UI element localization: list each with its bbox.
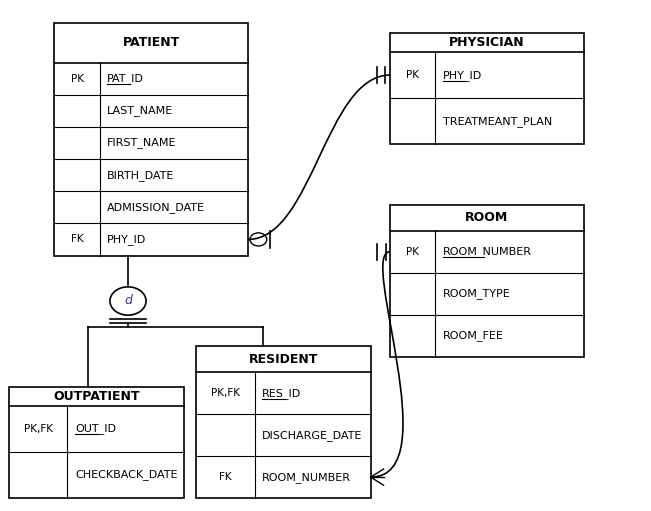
Bar bbox=[197, 346, 370, 498]
Text: ROOM_FEE: ROOM_FEE bbox=[443, 330, 504, 341]
Text: PK,FK: PK,FK bbox=[24, 424, 53, 434]
Text: RES_ID: RES_ID bbox=[262, 388, 301, 399]
Text: PHY_ID: PHY_ID bbox=[107, 234, 146, 245]
Text: OUTPATIENT: OUTPATIENT bbox=[53, 390, 139, 403]
Bar bbox=[55, 23, 248, 256]
Text: ROOM_NUMBER: ROOM_NUMBER bbox=[262, 472, 352, 482]
Text: d: d bbox=[124, 294, 132, 308]
Text: DISCHARGE_DATE: DISCHARGE_DATE bbox=[262, 430, 363, 440]
Bar bbox=[9, 387, 184, 498]
Text: BIRTH_DATE: BIRTH_DATE bbox=[107, 170, 174, 180]
Text: PK: PK bbox=[406, 70, 419, 80]
Text: ROOM_TYPE: ROOM_TYPE bbox=[443, 288, 511, 299]
Text: FK: FK bbox=[219, 472, 232, 482]
Text: PK: PK bbox=[406, 247, 419, 257]
Text: PHYSICIAN: PHYSICIAN bbox=[449, 36, 525, 49]
Text: ROOM_NUMBER: ROOM_NUMBER bbox=[443, 246, 532, 257]
Bar bbox=[390, 205, 584, 357]
Text: PK: PK bbox=[70, 74, 83, 84]
Text: TREATMEANT_PLAN: TREATMEANT_PLAN bbox=[443, 116, 552, 127]
Text: FK: FK bbox=[71, 235, 83, 244]
Text: ROOM: ROOM bbox=[465, 212, 508, 224]
Text: FIRST_NAME: FIRST_NAME bbox=[107, 137, 177, 148]
Text: RESIDENT: RESIDENT bbox=[249, 353, 318, 366]
Text: PATIENT: PATIENT bbox=[122, 36, 180, 49]
Text: PHY_ID: PHY_ID bbox=[443, 69, 482, 81]
Text: ADMISSION_DATE: ADMISSION_DATE bbox=[107, 202, 205, 213]
Text: OUT_ID: OUT_ID bbox=[75, 424, 116, 434]
Text: LAST_NAME: LAST_NAME bbox=[107, 105, 174, 116]
Text: PAT_ID: PAT_ID bbox=[107, 73, 145, 84]
Text: PK,FK: PK,FK bbox=[211, 388, 240, 398]
Bar bbox=[390, 33, 584, 144]
Text: CHECKBACK_DATE: CHECKBACK_DATE bbox=[75, 470, 178, 480]
